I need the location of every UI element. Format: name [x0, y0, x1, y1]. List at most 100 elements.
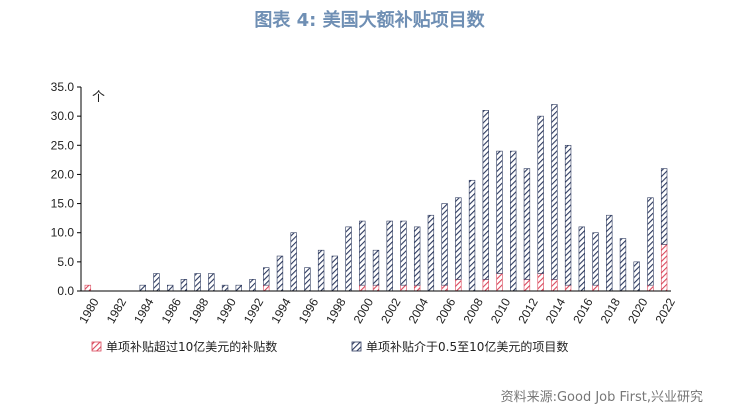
x-tick-label: 1996: [296, 295, 322, 325]
x-tick-label: 1984: [131, 295, 157, 325]
bar-mid-2008: [468, 179, 476, 292]
bar-mid-1996: [304, 267, 311, 292]
bar-mid-1999: [345, 226, 352, 292]
x-tick-label: 2010: [488, 295, 514, 325]
source-note: 资料来源:Good Job First,兴业研究: [500, 390, 703, 405]
bar-large-2004: [413, 284, 421, 292]
bar-mid-2007: [455, 197, 462, 280]
bar-large-2013: [537, 273, 544, 292]
x-tick-label: 2014: [543, 295, 569, 325]
x-tick-label: 1998: [323, 295, 349, 325]
bar-mid-1995: [290, 232, 297, 292]
bar-large-2003: [400, 284, 407, 292]
bar-mid-2020: [633, 261, 640, 292]
x-tick-label: 1982: [104, 295, 130, 325]
legend: 单项补贴超过10亿美元的补贴数 单项补贴介于0.5至10亿美元的项目数: [91, 339, 568, 354]
legend-swatch-mid: [351, 341, 362, 352]
bar-large-2009: [482, 279, 489, 292]
bar-mid-1994: [276, 255, 284, 292]
y-tick-label: 0.0: [57, 284, 74, 298]
bar-mid-2018: [606, 214, 613, 292]
bar-large-2021: [647, 284, 654, 292]
bar-large-1980: [84, 284, 92, 292]
legend-item-mid: 单项补贴介于0.5至10亿美元的项目数: [351, 339, 568, 354]
y-tick-label: 35.0: [51, 80, 75, 94]
bar-mid-2019: [619, 238, 627, 292]
x-tick-label: 1988: [186, 295, 212, 325]
chart-title: 图表 4: 美国大额补贴项目数: [254, 10, 485, 31]
bar-large-1993: [263, 284, 270, 292]
bar-mid-2014: [551, 104, 558, 280]
x-tick-label: 2008: [460, 295, 486, 325]
bar-mid-1986: [167, 284, 174, 292]
y-axis: 0.0 5.0 10.0 15.0 20.0 25.0 30.0 35.0: [51, 80, 82, 298]
bar-mid-1987: [180, 279, 188, 292]
y-tick-label: 15.0: [51, 197, 75, 211]
bar-mid-2011: [510, 150, 517, 292]
bar-large-2000: [359, 284, 366, 292]
bar-mid-2000: [359, 220, 366, 286]
y-unit-label: 个: [92, 90, 105, 105]
bar-mid-2004: [413, 226, 421, 286]
bar-mid-2021: [647, 197, 654, 286]
legend-label-large: 单项补贴超过10亿美元的补贴数: [106, 339, 277, 354]
bar-large-2012: [523, 279, 531, 292]
x-axis: 1980 1982 1984 1986 1988 1990 1992 1994 1996 1998…: [76, 290, 679, 326]
bar-mid-2006: [441, 203, 448, 286]
bar-large-2006: [441, 284, 448, 292]
x-tick-label: 2002: [378, 295, 404, 325]
bar-mid-2005: [427, 214, 435, 292]
legend-swatch-large: [91, 341, 102, 352]
bar-mid-2009: [482, 110, 489, 280]
bar-large-2007: [455, 279, 462, 292]
bar-mid-2010: [496, 150, 503, 274]
x-tick-label: 2004: [406, 295, 432, 325]
bar-large-2014: [551, 279, 558, 292]
x-tick-label: 1994: [268, 295, 294, 325]
bar-large-2010: [496, 273, 503, 292]
bar-large-2015: [564, 284, 572, 292]
bar-mid-2022: [660, 168, 668, 245]
legend-item-large: 单项补贴超过10亿美元的补贴数: [91, 339, 277, 354]
bar-large-2022: [660, 244, 668, 292]
bar-large-2017: [592, 284, 599, 292]
bar-mid-2015: [564, 144, 572, 286]
bar-mid-1985: [153, 273, 160, 292]
bar-mid-1991: [235, 284, 242, 292]
x-tick-label: 1992: [241, 295, 267, 325]
x-tick-label: 2020: [625, 295, 651, 325]
x-tick-label: 2022: [653, 295, 679, 325]
x-tick-label: 2018: [598, 295, 624, 325]
bar-mid-1990: [221, 284, 229, 292]
bar-mid-2012: [523, 168, 531, 280]
y-tick-label: 5.0: [57, 255, 74, 269]
bar-mid-1998: [331, 255, 339, 292]
x-tick-label: 2000: [351, 295, 377, 325]
bar-mid-1988: [194, 273, 201, 292]
bar-mid-1997: [317, 249, 325, 292]
y-tick-label: 30.0: [51, 109, 75, 123]
bar-large-2001: [372, 284, 380, 292]
bar-mid-1989: [208, 273, 215, 292]
x-tick-label: 2012: [515, 295, 541, 325]
bar-mid-2013: [537, 115, 544, 274]
x-tick-label: 1980: [76, 295, 102, 325]
y-tick-label: 25.0: [51, 138, 75, 152]
y-tick-label: 20.0: [51, 167, 75, 181]
bars: [84, 104, 668, 292]
bar-mid-2001: [372, 249, 380, 286]
x-tick-label: 1990: [213, 295, 239, 325]
legend-label-mid: 单项补贴介于0.5至10亿美元的项目数: [366, 339, 568, 354]
bar-mid-2017: [592, 232, 599, 286]
bar-mid-2016: [578, 226, 585, 292]
bar-mid-1993: [263, 267, 270, 286]
x-tick-label: 2006: [433, 295, 459, 325]
x-tick-label: 1986: [159, 295, 185, 325]
bar-mid-2002: [386, 220, 393, 292]
y-tick-label: 10.0: [51, 226, 75, 240]
bar-mid-2003: [400, 220, 407, 286]
x-tick-label: 2016: [570, 295, 596, 325]
bar-mid-1992: [249, 279, 256, 292]
bar-mid-1984: [139, 284, 146, 292]
